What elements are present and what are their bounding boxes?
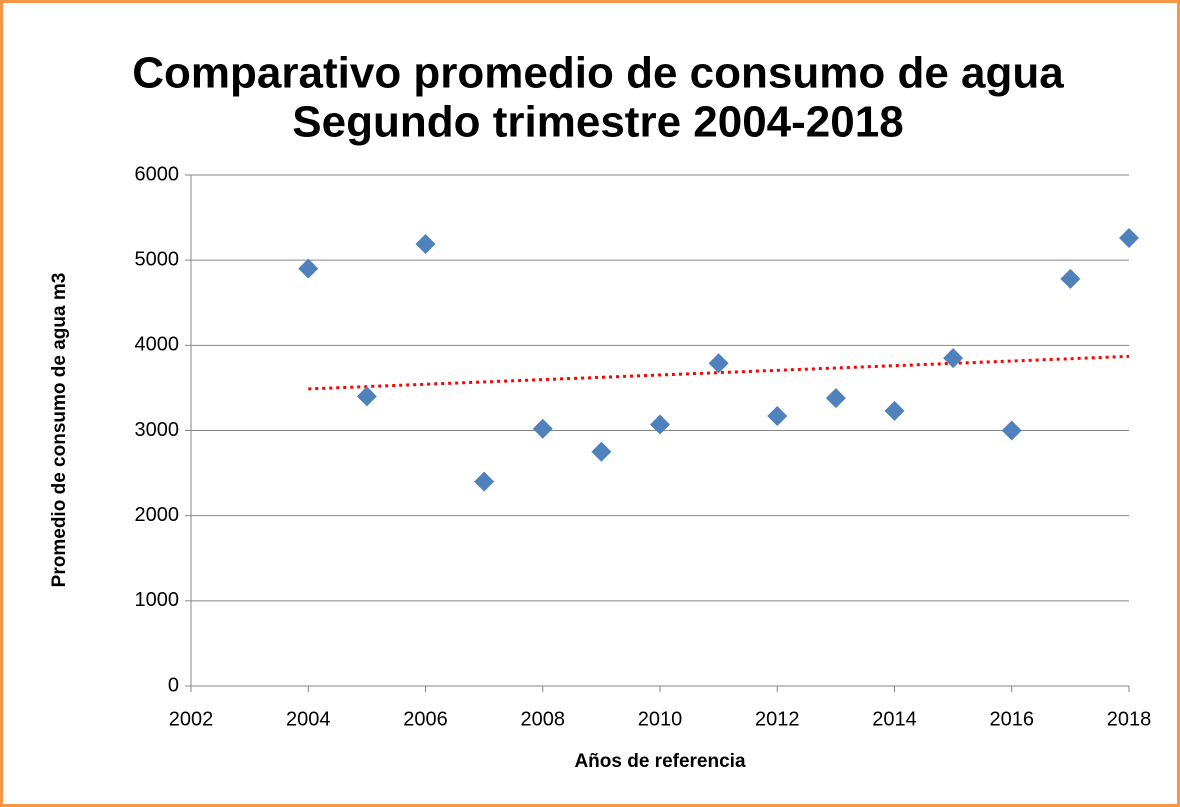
point [1119,228,1139,249]
x-tick-label: 2008 [521,708,566,730]
x-tick-label: 2018 [1107,708,1152,730]
point [825,388,846,409]
x-tick-label: 2004 [286,708,331,730]
y-tick-label: 3000 [135,419,180,441]
y-tick-label: 5000 [135,248,180,270]
x-tick-label: 2014 [872,708,917,730]
y-tick-label: 0 [168,674,179,696]
point [650,414,670,435]
point [884,400,905,421]
x-tick-label: 2002 [169,708,214,730]
point [474,471,495,492]
point [532,418,553,439]
x-axis-label: Años de referencia [574,751,745,772]
chart-title: Comparativo promedio de consumo de agua [132,49,1064,98]
point [767,406,788,427]
y-axis-label: Promedio de consumo de agua m3 [49,273,70,588]
point [1001,420,1022,441]
x-tick-label: 2006 [403,708,448,730]
chart-subtitle: Segundo trimestre 2004-2018 [292,98,903,147]
y-tick-label: 2000 [135,504,180,526]
x-tick-label: 2012 [755,708,800,730]
point [356,386,377,407]
point [943,348,964,369]
y-tick-label: 4000 [135,334,180,356]
point [298,258,319,279]
point [1060,268,1081,289]
point [415,233,436,254]
x-tick-label: 2010 [638,708,683,730]
y-tick-label: 1000 [135,589,180,611]
x-tick-label: 2016 [990,708,1035,730]
point [591,441,612,462]
y-tick-label: 6000 [135,163,180,185]
point [708,353,729,374]
